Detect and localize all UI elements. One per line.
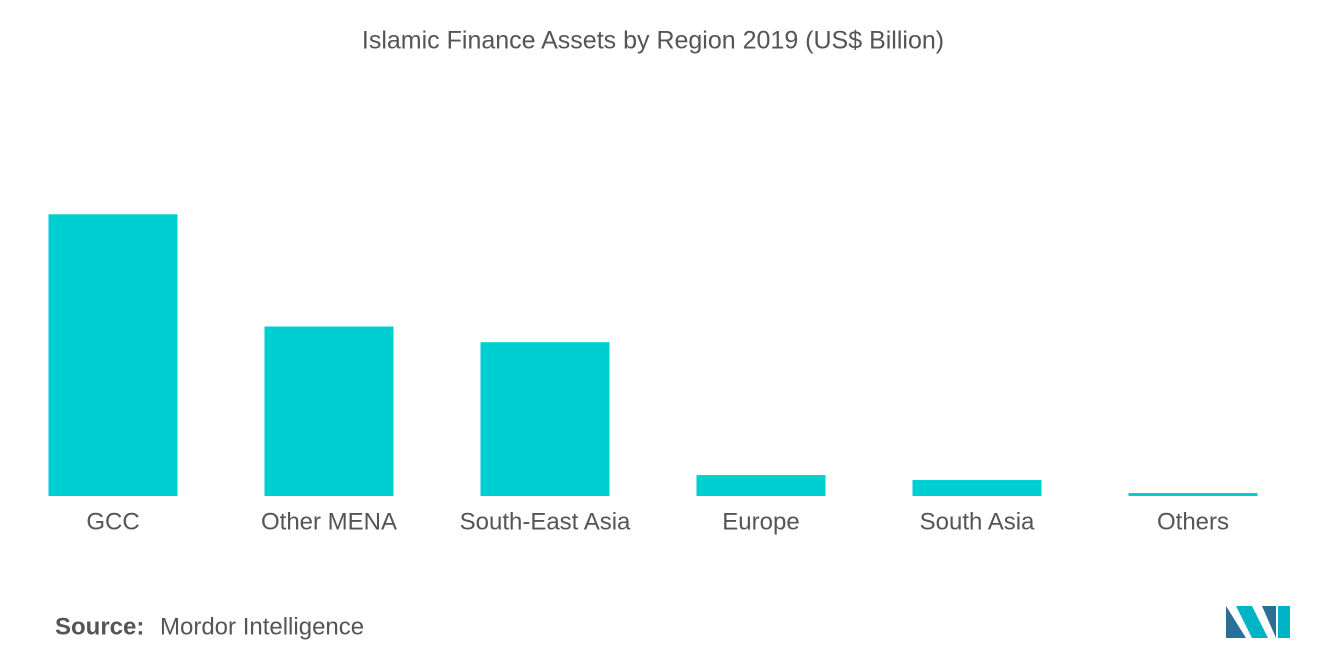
x-tick-label: GCC bbox=[86, 508, 139, 535]
logo-part bbox=[1262, 606, 1276, 638]
x-tick-label: Other MENA bbox=[261, 508, 397, 535]
bar bbox=[480, 342, 610, 496]
source: Mordor Intelligence bbox=[160, 613, 364, 640]
chart-title: Islamic Finance Assets by Region 2019 (U… bbox=[362, 27, 944, 55]
logo-part bbox=[1236, 606, 1268, 638]
logo-part bbox=[1226, 606, 1246, 638]
bar bbox=[264, 326, 394, 496]
x-tick-label: Others bbox=[1157, 508, 1229, 535]
x-tick-label: South Asia bbox=[920, 508, 1035, 535]
logo-part bbox=[1278, 606, 1290, 638]
bar bbox=[912, 480, 1042, 496]
source-label: Source: bbox=[55, 613, 144, 640]
x-tick-label: Europe bbox=[722, 508, 799, 535]
x-tick-label: South-East Asia bbox=[460, 508, 631, 535]
bar bbox=[696, 475, 826, 496]
logo bbox=[1226, 606, 1290, 638]
bar bbox=[1128, 493, 1258, 496]
bar bbox=[48, 214, 178, 497]
